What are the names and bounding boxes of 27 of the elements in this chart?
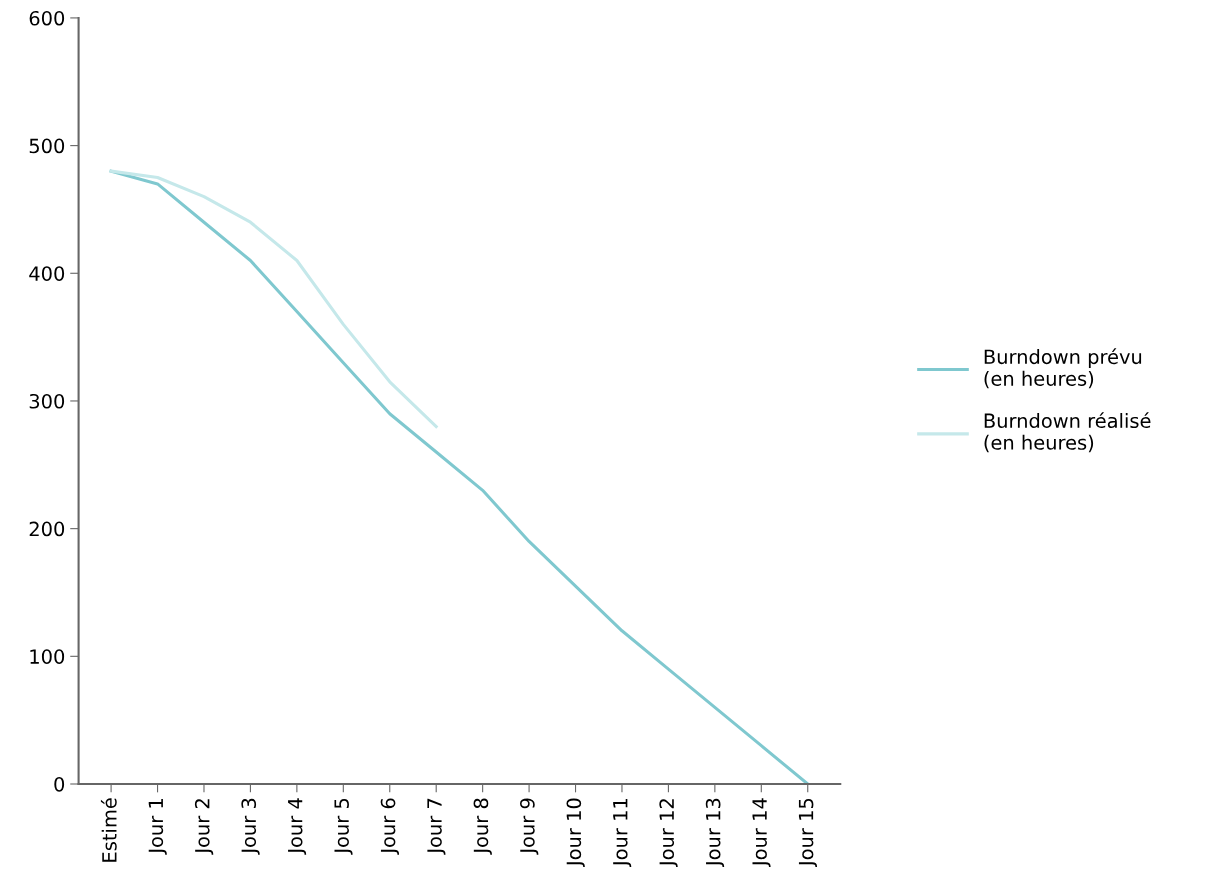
y-tick-label: 300	[29, 393, 65, 409]
x-tick-label: Estimé	[100, 798, 117, 862]
y-tick-label: 200	[29, 521, 65, 537]
y-tick-label: 100	[30, 649, 65, 664]
y-tick-label: 600	[29, 10, 65, 26]
x-tick-label: Jour 9	[520, 798, 539, 855]
x-tick-label: Jour 7	[427, 798, 446, 855]
line-series	[109, 169, 810, 784]
x-tick-label: Jour 14	[752, 798, 771, 868]
legend-label: Burndown prévu (en heures)	[984, 348, 1142, 389]
x-tick-label: Jour 5	[334, 798, 353, 855]
line-series	[109, 169, 438, 429]
x-tick-label: Jour 12	[659, 799, 678, 868]
x-tick-label: Jour 13	[705, 798, 725, 868]
x-tick-label: Jour 10	[566, 798, 585, 868]
x-tick-label: Jour 2	[194, 799, 214, 855]
x-tick-label: Jour 8	[473, 798, 492, 855]
x-tick-label: Jour 3	[241, 798, 260, 855]
x-tick-label: Jour 6	[380, 798, 400, 855]
x-tick-label: Jour 15	[798, 798, 817, 868]
x-tick-label: Jour 11	[613, 798, 632, 868]
legend-label: Burndown réalisé (en heures)	[984, 412, 1151, 453]
y-tick-label: 0	[54, 776, 65, 792]
x-tick-label: Jour 4	[288, 798, 307, 855]
y-tick-label: 500	[29, 138, 65, 154]
x-tick-label: Jour 1	[148, 798, 167, 855]
y-tick-label: 400	[29, 266, 65, 281]
